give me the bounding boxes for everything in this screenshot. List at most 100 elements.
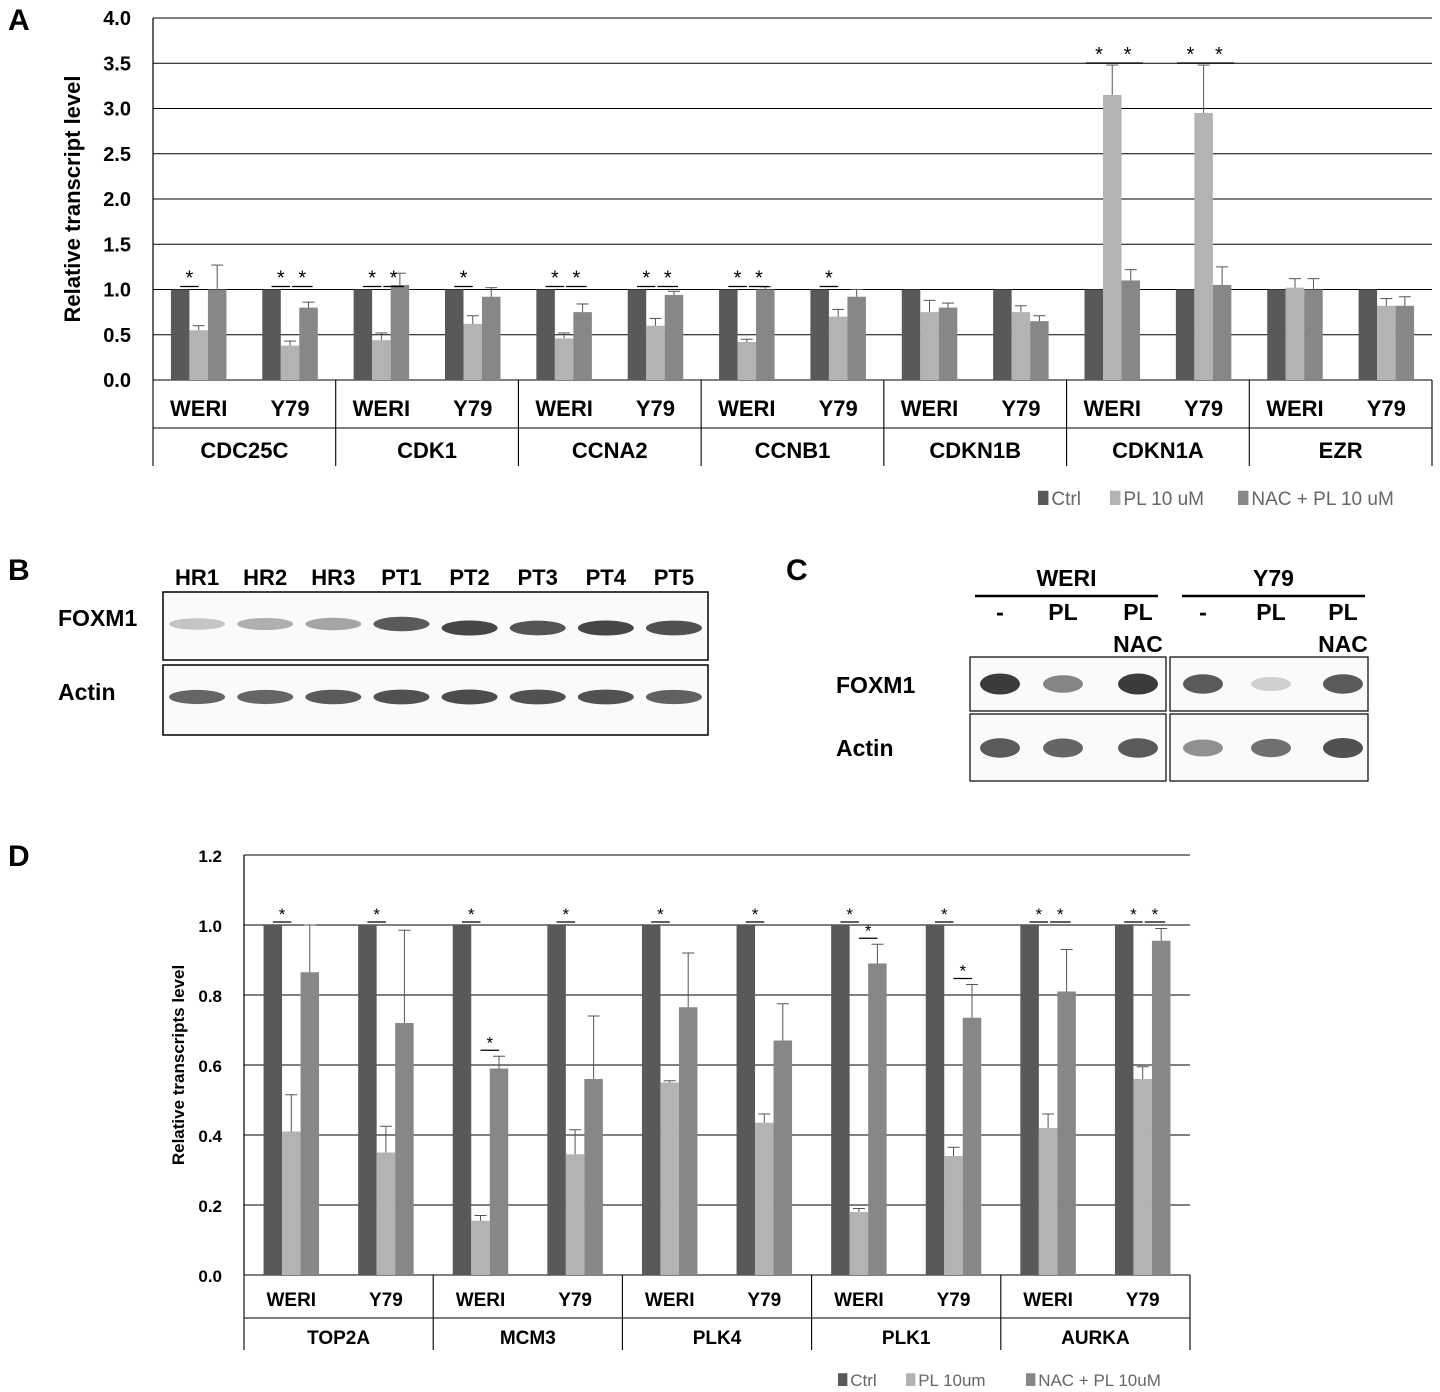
- bar-ctrl: [452, 925, 472, 1275]
- bar-nac-pl-10-um: [938, 307, 958, 380]
- significance-star: *: [642, 268, 650, 290]
- legend-swatch: [1026, 1373, 1036, 1386]
- y-tick-label: 2.5: [103, 144, 131, 166]
- bar-pl-10um: [660, 1082, 679, 1275]
- lane-label: PT3: [518, 565, 558, 590]
- blot-band: [509, 620, 566, 636]
- y-tick-label: 0.0: [103, 370, 131, 392]
- bar-ctrl: [736, 925, 756, 1275]
- blot-band: [1251, 677, 1291, 691]
- significance-star: *: [959, 962, 966, 981]
- legend-label: NAC + PL 10 uM: [1251, 489, 1393, 510]
- cell-line-label: WERI: [1084, 396, 1141, 421]
- lane-label: PL: [1123, 599, 1152, 625]
- bar-ctrl: [831, 925, 850, 1275]
- bar-nac-pl-10-um: [1212, 284, 1232, 380]
- bar-ctrl: [925, 925, 945, 1275]
- cell-line-label: WERI: [353, 396, 410, 421]
- y-tick-label: 3.5: [103, 53, 131, 75]
- cell-line-label: Y79: [1126, 1290, 1160, 1311]
- legend-label: PL 10um: [918, 1371, 985, 1390]
- bar-ctrl: [1114, 925, 1134, 1275]
- gene-label: CCNB1: [755, 438, 831, 463]
- group-label: WERI: [1036, 565, 1096, 591]
- western-blot-b: HR1 HR2 HR3 PT1 PT2 PT3 PT4 PT5 FOXM1 Actin: [58, 565, 709, 736]
- y-tick-label: 0.4: [198, 1127, 222, 1146]
- blot-band: [169, 689, 226, 705]
- y-tick-label: 0.8: [198, 987, 222, 1006]
- bar-ctrl: [170, 289, 190, 380]
- lane-label: HR3: [311, 565, 355, 590]
- bar-nac-pl-10um: [1057, 991, 1076, 1275]
- blot-band: [980, 673, 1020, 695]
- blot-band: [1118, 673, 1158, 695]
- blot-row-label: FOXM1: [58, 605, 137, 631]
- bar-pl-10-um: [372, 340, 391, 380]
- legend-swatch: [1038, 490, 1049, 505]
- lane-label: HR1: [175, 565, 219, 590]
- blot-band: [1251, 738, 1291, 758]
- bar-pl-10um: [565, 1154, 585, 1275]
- blot-band: [645, 689, 702, 705]
- bar-nac-pl-10-um: [1304, 289, 1323, 380]
- legend-label: Ctrl: [1051, 489, 1081, 510]
- cell-line-label: WERI: [266, 1290, 316, 1311]
- bar-ctrl: [901, 289, 921, 380]
- blot-band: [373, 616, 430, 632]
- lane-label: PL: [1048, 599, 1077, 625]
- bar-nac-pl-10um: [1151, 940, 1171, 1275]
- lane-label: NAC: [1318, 631, 1368, 657]
- bar-nac-pl-10-um: [756, 289, 775, 380]
- lane-label: PL: [1328, 599, 1357, 625]
- blot-band: [1323, 674, 1363, 694]
- bar-ctrl: [263, 925, 283, 1275]
- significance-star: *: [657, 905, 664, 924]
- legend-swatch: [906, 1373, 916, 1386]
- bar-nac-pl-10um: [773, 1040, 793, 1275]
- bar-ctrl: [810, 289, 829, 380]
- bar-pl-10um: [471, 1220, 490, 1275]
- significance-star: *: [1130, 905, 1137, 924]
- bar-pl-10-um: [920, 312, 939, 380]
- bar-nac-pl-10um: [868, 963, 887, 1275]
- bar-ctrl: [993, 289, 1012, 380]
- bar-pl-10-um: [1103, 94, 1122, 381]
- blot-band: [305, 617, 362, 631]
- cell-line-label: Y79: [1367, 396, 1406, 421]
- panel-letter-d: D: [8, 840, 30, 873]
- blot-band: [577, 620, 634, 636]
- y-tick-label: 0.5: [103, 325, 131, 347]
- bar-pl-10-um: [1011, 312, 1031, 380]
- y-tick-label: 1.2: [198, 847, 222, 866]
- bar-ctrl: [358, 925, 377, 1275]
- significance-star: *: [664, 268, 672, 290]
- gene-label: PLK1: [882, 1328, 931, 1349]
- y-tick-label: 0.0: [198, 1267, 222, 1286]
- bar-ctrl: [1358, 289, 1378, 380]
- bar-nac-pl-10-um: [482, 296, 501, 380]
- legend-swatch: [1110, 490, 1121, 505]
- bar-pl-10-um: [280, 345, 300, 380]
- blot-band: [1043, 738, 1083, 758]
- cell-line-label: WERI: [535, 396, 592, 421]
- chart-d: 0.0 0.2 0.4 0.6 0.8 1.0 1.2 Relative transcript…: [169, 847, 1191, 1390]
- legend-label: PL 10 uM: [1123, 489, 1204, 510]
- bar-nac-pl-10um: [395, 1023, 414, 1275]
- bar-pl-10-um: [463, 323, 482, 380]
- significance-star: *: [1152, 905, 1159, 924]
- bar-nac-pl-10-um: [1121, 280, 1140, 380]
- significance-star: *: [468, 905, 475, 924]
- cell-line-label: WERI: [1023, 1290, 1073, 1311]
- significance-star: *: [572, 268, 580, 290]
- blot-band: [1183, 739, 1223, 757]
- lane-label: PT5: [654, 565, 694, 590]
- cell-line-label: Y79: [369, 1290, 403, 1311]
- lane-label: NAC: [1113, 631, 1163, 657]
- gene-label: TOP2A: [307, 1328, 370, 1349]
- cell-line-label: Y79: [1184, 396, 1223, 421]
- bar-pl-10-um: [1285, 287, 1305, 380]
- bar-pl-10-um: [646, 325, 665, 380]
- bar-pl-10um: [755, 1122, 774, 1275]
- bar-pl-10um: [944, 1156, 963, 1275]
- bar-ctrl: [1084, 289, 1103, 380]
